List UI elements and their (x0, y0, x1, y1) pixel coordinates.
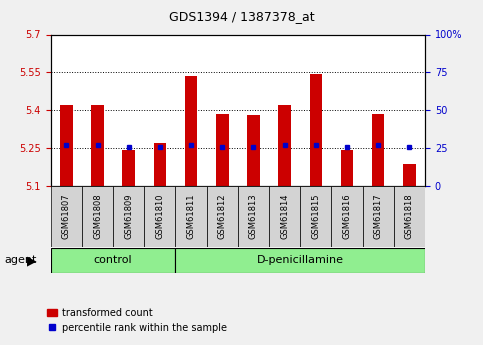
Bar (185, 76, 198, 186)
Text: GSM61808: GSM61808 (93, 194, 102, 239)
Bar (331, 186, 363, 247)
Bar (175, 248, 425, 273)
Bar (372, 114, 384, 186)
Bar (113, 186, 144, 247)
Text: GSM61816: GSM61816 (342, 194, 352, 239)
Text: GSM61812: GSM61812 (218, 194, 227, 239)
Text: agent: agent (5, 256, 37, 265)
Text: GSM61818: GSM61818 (405, 194, 414, 239)
Legend: transformed count, percentile rank within the sample: transformed count, percentile rank withi… (43, 304, 231, 337)
Bar (394, 186, 425, 247)
Bar (51, 186, 82, 247)
Bar (403, 164, 416, 186)
Bar (82, 186, 113, 247)
Bar (51, 248, 175, 273)
Text: D-penicillamine: D-penicillamine (257, 256, 344, 265)
Bar (144, 186, 175, 247)
Text: GSM61815: GSM61815 (312, 194, 320, 239)
Bar (60, 105, 72, 186)
Text: GDS1394 / 1387378_at: GDS1394 / 1387378_at (169, 10, 314, 23)
Text: GSM61810: GSM61810 (156, 194, 164, 239)
Bar (91, 105, 104, 186)
Text: GSM61811: GSM61811 (186, 194, 196, 239)
Text: ▶: ▶ (27, 254, 36, 267)
Bar (247, 116, 260, 186)
Text: control: control (94, 256, 132, 265)
Text: GSM61813: GSM61813 (249, 194, 258, 239)
Bar (300, 186, 331, 247)
Bar (278, 105, 291, 186)
Bar (269, 186, 300, 247)
Text: GSM61809: GSM61809 (124, 194, 133, 239)
Bar (216, 114, 228, 186)
Bar (154, 143, 166, 186)
Bar (310, 74, 322, 186)
Bar (238, 186, 269, 247)
Bar (123, 150, 135, 186)
Bar (341, 150, 353, 186)
Bar (207, 186, 238, 247)
Text: GSM61807: GSM61807 (62, 194, 71, 239)
Text: GSM61814: GSM61814 (280, 194, 289, 239)
Text: GSM61817: GSM61817 (374, 194, 383, 239)
Bar (175, 186, 207, 247)
Bar (363, 186, 394, 247)
